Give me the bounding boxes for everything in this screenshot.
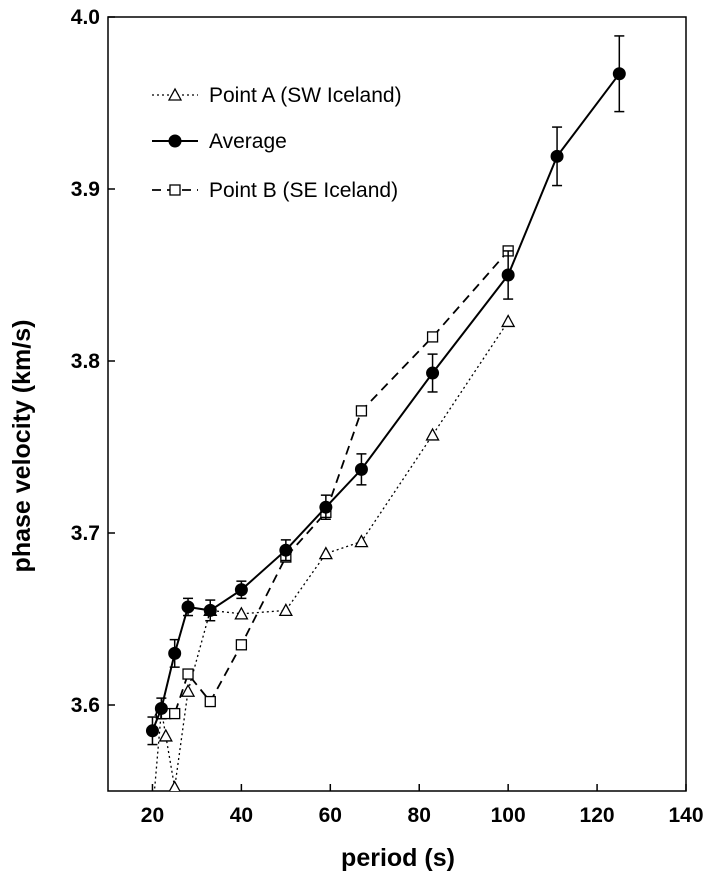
y-tick-label: 3.7 [71,522,100,545]
x-tick-label: 100 [491,804,526,827]
data-point [182,668,194,680]
data-point [501,314,516,328]
x-tick-label: 120 [580,804,615,827]
x-axis-title: period (s) [341,844,455,872]
data-point [204,695,216,708]
legend-item-2: Point B (SE Iceland) [152,179,398,202]
data-point [425,427,440,441]
data-point [501,268,515,282]
y-tick-label: 3.8 [71,350,101,373]
legend: Point A (SW Iceland) Average Point B (SE I… [152,84,402,202]
series-layer [145,35,626,791]
data-point [318,546,333,560]
data-point [319,500,333,514]
legend-label: Point B (SE Iceland) [209,179,398,202]
data-point [169,707,181,720]
y-tick-label: 3.6 [71,694,100,717]
data-point [426,366,440,380]
y-axis-title: phase velocity (km/s) [8,320,36,573]
data-point [154,701,168,715]
series-1 [145,35,626,746]
data-point [180,683,196,697]
series-2 [155,245,514,720]
data-point [426,331,439,343]
data-point [354,534,369,548]
data-point [354,462,368,476]
ticks: 20 40 60 80 100 120 140 3.6 3.7 3.8 3.9 4.0 [71,6,704,827]
data-point [278,603,293,617]
x-tick-label: 80 [408,804,431,827]
legend-label: Average [209,130,287,153]
series-line [153,321,509,791]
legend-item-0: Point A (SW Iceland) [152,84,402,107]
y-tick-label: 4.0 [71,6,100,29]
data-point [234,583,248,597]
data-point [181,600,195,614]
data-point [203,603,217,617]
data-point [355,405,368,417]
legend-marker [167,87,183,101]
plot-frame [107,16,687,792]
x-tick-label: 40 [230,804,253,827]
axes [107,16,687,792]
legend-marker [168,134,182,148]
data-point [145,724,159,738]
y-tick-label: 3.9 [71,178,100,201]
data-point [234,606,249,620]
data-point [550,149,564,163]
data-point [235,639,248,651]
data-point [168,780,181,791]
data-point [168,646,182,660]
legend-item-1: Average [152,130,287,153]
data-point [279,543,293,557]
series-0 [153,314,516,791]
data-point [612,67,626,81]
data-point [158,728,173,742]
x-tick-label: 60 [319,804,342,827]
x-tick-label: 140 [668,804,703,827]
x-tick-label: 20 [141,804,164,827]
legend-label: Point A (SW Iceland) [209,84,402,107]
legend-marker [169,184,181,196]
series-line [151,73,621,732]
series-line [161,250,509,715]
